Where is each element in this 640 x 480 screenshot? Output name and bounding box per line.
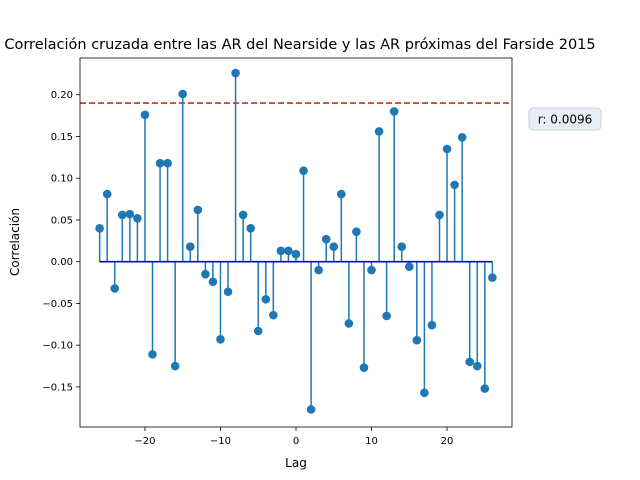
- stem-marker: [163, 158, 172, 168]
- stem-marker: [382, 311, 391, 321]
- stem-marker: [216, 335, 225, 344]
- stem-marker: [420, 388, 429, 398]
- x-tick-label: −10: [210, 436, 231, 447]
- x-tick-label: 20: [441, 436, 454, 447]
- stem-marker: [246, 224, 255, 233]
- stem-marker: [291, 249, 301, 259]
- stem-marker: [465, 357, 475, 367]
- stem-marker: [488, 273, 497, 282]
- stem-marker: [367, 265, 376, 275]
- stem-marker: [457, 133, 467, 142]
- x-tick-label: 10: [365, 436, 378, 447]
- chart-title: Correlación cruzada entre las AR del Nea…: [4, 37, 595, 53]
- y-tick-label: −0.10: [42, 341, 73, 352]
- x-tick-label: −20: [134, 436, 155, 447]
- y-tick-label: 0.15: [51, 132, 73, 143]
- stem-marker: [178, 89, 188, 99]
- stem-marker: [125, 209, 135, 219]
- stem-marker: [480, 384, 490, 393]
- stem-marker: [412, 335, 422, 345]
- stem-marker: [238, 210, 248, 220]
- stem-marker: [435, 210, 444, 220]
- markers-layer: [95, 68, 497, 414]
- y-tick-label: −0.05: [42, 299, 73, 310]
- stem-marker: [133, 213, 142, 223]
- stem-marker: [397, 242, 407, 251]
- stem-marker: [201, 269, 210, 279]
- stem-marker: [95, 224, 104, 233]
- y-tick-label: −0.15: [42, 382, 73, 393]
- stem-marker: [427, 320, 437, 330]
- stem-marker: [170, 361, 180, 371]
- stem-marker: [261, 294, 271, 304]
- stem-marker: [185, 242, 195, 251]
- stem-marker: [284, 246, 293, 256]
- y-tick-label: 0.00: [51, 257, 73, 268]
- stem-marker: [253, 326, 263, 336]
- stem-marker: [389, 107, 399, 116]
- stem-marker: [314, 265, 323, 275]
- y-axis-label: Correlación: [8, 208, 22, 276]
- stem-marker: [148, 350, 157, 359]
- stem-marker: [155, 158, 165, 168]
- stems-layer: [98, 73, 494, 410]
- y-tick-label: 0.10: [51, 174, 73, 185]
- stem-marker: [231, 68, 240, 78]
- correlation-annotation: r: 0.0096: [528, 107, 602, 131]
- stem-marker: [193, 205, 203, 215]
- annotation-text: r: 0.0096: [538, 113, 593, 127]
- x-tick-label: 0: [293, 436, 299, 447]
- x-axis: −20 −10 0 10 20: [134, 427, 453, 447]
- x-axis-label: Lag: [285, 456, 307, 470]
- y-tick-label: 0.05: [51, 215, 73, 226]
- stem-marker: [321, 234, 331, 244]
- y-axis: −0.15 −0.10 −0.05 0.00 0.05 0.10 0.15 0.20: [42, 90, 80, 393]
- y-tick-label: 0.20: [51, 90, 73, 101]
- stem-marker: [117, 210, 127, 220]
- stem-marker: [269, 310, 278, 320]
- stem-marker: [374, 127, 384, 136]
- stem-marker: [208, 277, 218, 287]
- stem-marker: [276, 246, 286, 256]
- plot-area: [80, 68, 512, 414]
- stem-marker: [140, 110, 150, 120]
- stem-marker: [337, 189, 346, 199]
- stem-marker: [110, 284, 120, 293]
- stem-marker: [359, 363, 369, 373]
- stem-marker: [344, 319, 354, 328]
- stem-marker: [450, 180, 459, 190]
- stem-marker: [352, 227, 361, 236]
- annotation-box: [528, 107, 602, 131]
- stem-marker: [223, 287, 233, 297]
- stem-marker: [404, 262, 414, 272]
- stem-marker: [472, 361, 482, 371]
- stem-marker: [102, 189, 112, 199]
- stem-marker: [299, 166, 308, 176]
- stem-marker: [329, 242, 339, 251]
- stem-marker: [306, 405, 316, 414]
- stem-marker: [442, 144, 452, 154]
